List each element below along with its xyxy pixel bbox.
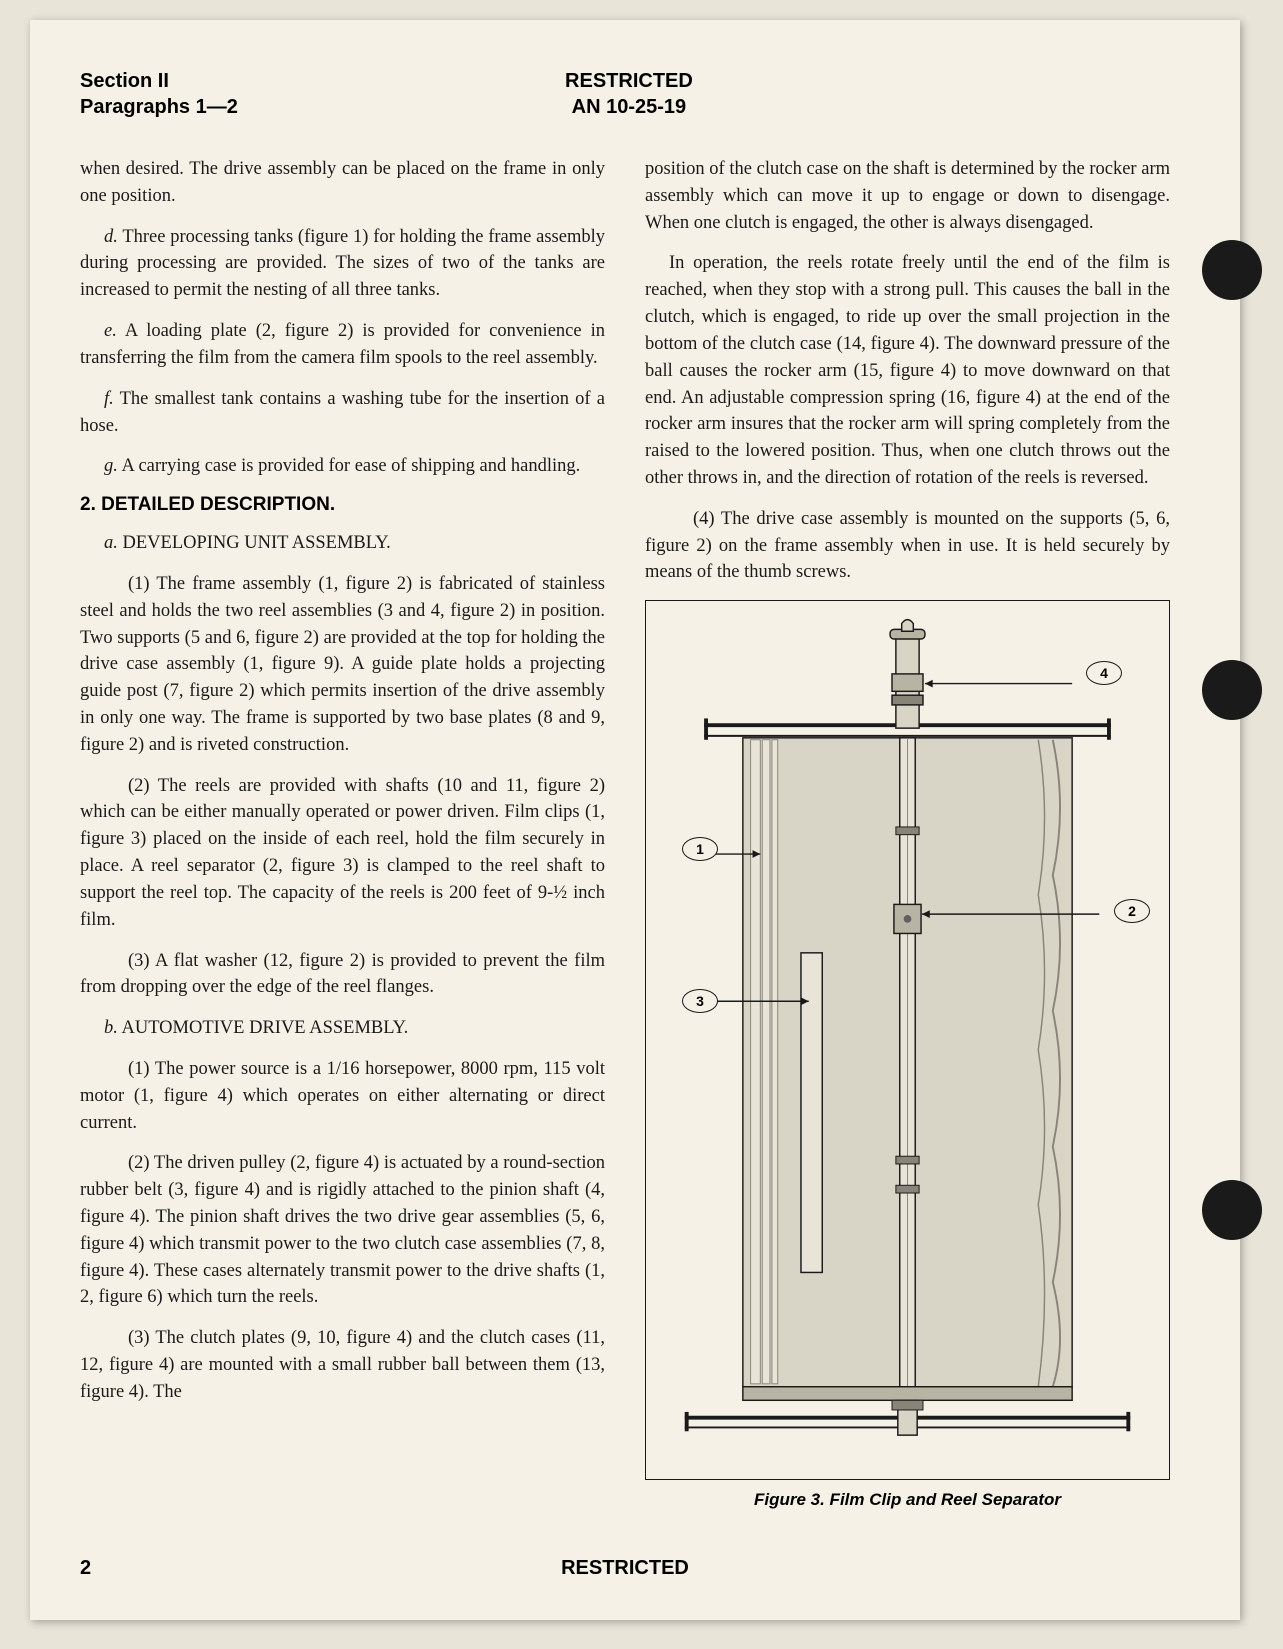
para-f-letter: f. [104, 389, 114, 409]
para-a1: (1) The frame assembly (1, figure 2) is … [80, 571, 605, 759]
header-right-spacer [1020, 68, 1170, 120]
para-b1: (1) The power source is a 1/16 horsepowe… [80, 1056, 605, 1136]
figure-3-caption: Figure 3. Film Clip and Reel Separator [645, 1490, 1170, 1510]
column-right: position of the clutch case on the shaft… [645, 156, 1170, 1510]
sub-a-letter: a. [104, 533, 118, 553]
sub-b-letter: b. [104, 1018, 118, 1038]
punch-hole-icon [1202, 660, 1262, 720]
para-g: g. A carrying case is provided for ease … [80, 453, 605, 480]
document-number: AN 10-25-19 [565, 94, 693, 120]
punch-hole-icon [1202, 240, 1262, 300]
column-left: when desired. The drive assembly can be … [80, 156, 605, 1510]
text-columns: when desired. The drive assembly can be … [80, 156, 1170, 1510]
subsection-a: a. DEVELOPING UNIT ASSEMBLY. [80, 530, 605, 557]
paragraph-range: Paragraphs 1—2 [80, 94, 238, 120]
para-col2-3: (4) The drive case assembly is mounted o… [645, 506, 1170, 586]
para-d-text: Three processing tanks (figure 1) for ho… [80, 227, 605, 301]
para-a2: (2) The reels are provided with shafts (… [80, 773, 605, 934]
section-2-heading: 2. DETAILED DESCRIPTION. [80, 494, 605, 516]
para-col2-2: In operation, the reels rotate freely un… [645, 250, 1170, 491]
sub-a-title: DEVELOPING UNIT ASSEMBLY. [118, 533, 391, 553]
para-g-text: A carrying case is provided for ease of … [118, 456, 580, 476]
classification-top: RESTRICTED [565, 68, 693, 94]
para-d: d. Three processing tanks (figure 1) for… [80, 224, 605, 304]
para-f: f. The smallest tank contains a washing … [80, 386, 605, 440]
para-b2: (2) The driven pulley (2, figure 4) is a… [80, 1150, 605, 1311]
para-e: e. A loading plate (2, figure 2) is prov… [80, 318, 605, 372]
para-g-letter: g. [104, 456, 118, 476]
para-e-text: A loading plate (2, figure 2) is provide… [80, 321, 605, 368]
para-d-letter: d. [104, 227, 118, 247]
header-left: Section II Paragraphs 1—2 [80, 68, 238, 120]
subsection-b: b. AUTOMOTIVE DRIVE ASSEMBLY. [80, 1015, 605, 1042]
para-continuation: when desired. The drive assembly can be … [80, 156, 605, 210]
punch-hole-icon [1202, 1180, 1262, 1240]
figure-3-svg [646, 601, 1169, 1479]
para-col2-1: position of the clutch case on the shaft… [645, 156, 1170, 236]
para-b3: (3) The clutch plates (9, 10, figure 4) … [80, 1325, 605, 1405]
sub-b-title: AUTOMOTIVE DRIVE ASSEMBLY. [118, 1018, 408, 1038]
para-a3: (3) A flat washer (12, figure 2) is prov… [80, 948, 605, 1002]
page-footer: 2 RESTRICTED [80, 1557, 1170, 1580]
header-center: RESTRICTED AN 10-25-19 [565, 68, 693, 120]
figure-3: 1 2 3 4 [645, 600, 1170, 1480]
page-header: Section II Paragraphs 1—2 RESTRICTED AN … [80, 68, 1170, 120]
para-e-letter: e. [104, 321, 117, 341]
para-f-text: The smallest tank contains a washing tub… [80, 389, 605, 436]
classification-bottom: RESTRICTED [80, 1557, 1170, 1580]
document-page: Section II Paragraphs 1—2 RESTRICTED AN … [30, 20, 1240, 1620]
section-label: Section II [80, 68, 238, 94]
